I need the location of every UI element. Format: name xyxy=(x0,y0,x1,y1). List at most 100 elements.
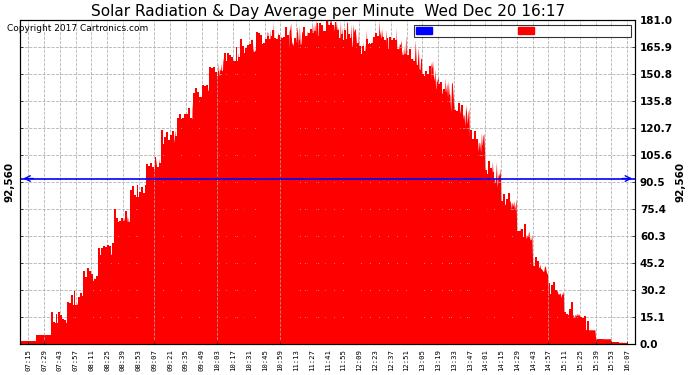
Bar xyxy=(159,163,161,344)
Bar xyxy=(83,282,99,344)
Bar xyxy=(337,30,339,344)
Bar xyxy=(197,92,199,344)
Bar xyxy=(288,49,304,344)
Bar xyxy=(431,91,433,344)
Bar xyxy=(582,318,584,344)
Bar xyxy=(382,37,384,344)
Bar xyxy=(85,278,87,344)
Bar xyxy=(267,36,269,344)
Bar xyxy=(399,62,414,344)
Bar xyxy=(304,36,319,344)
Bar xyxy=(366,39,368,344)
Bar xyxy=(575,329,578,344)
Bar xyxy=(442,88,444,344)
Bar xyxy=(445,92,446,344)
Bar xyxy=(564,312,566,344)
Bar xyxy=(541,294,556,344)
Bar xyxy=(468,131,469,344)
Bar xyxy=(391,40,393,344)
Bar xyxy=(362,46,364,344)
Bar xyxy=(429,93,431,344)
Bar xyxy=(297,42,298,344)
Bar xyxy=(152,168,155,344)
Bar xyxy=(220,75,221,344)
Bar xyxy=(465,141,467,344)
Bar xyxy=(506,200,508,344)
Title: Solar Radiation & Day Average per Minute  Wed Dec 20 16:17: Solar Radiation & Day Average per Minute… xyxy=(90,4,565,19)
Bar xyxy=(115,222,130,344)
Bar xyxy=(177,135,179,344)
Bar xyxy=(493,193,494,344)
Bar xyxy=(418,69,420,344)
Bar xyxy=(92,274,93,344)
Bar xyxy=(206,85,208,344)
Bar xyxy=(105,248,107,344)
Bar xyxy=(89,271,91,344)
Bar xyxy=(492,172,494,344)
Bar xyxy=(83,271,85,344)
Bar xyxy=(179,114,181,344)
Bar xyxy=(315,31,316,344)
Bar xyxy=(413,61,415,344)
Bar xyxy=(306,36,308,344)
Bar xyxy=(366,48,368,344)
Bar xyxy=(420,70,422,344)
Bar xyxy=(384,40,386,344)
Bar xyxy=(37,335,52,344)
Bar xyxy=(406,54,408,344)
Bar xyxy=(535,257,537,344)
Bar xyxy=(58,312,59,344)
Bar xyxy=(584,316,586,344)
Bar xyxy=(238,57,239,344)
Bar xyxy=(146,185,147,344)
Bar xyxy=(483,173,485,344)
Bar xyxy=(566,314,569,344)
Bar xyxy=(310,28,312,344)
Bar xyxy=(132,186,134,344)
Bar xyxy=(348,34,350,344)
Bar xyxy=(319,23,321,344)
Bar xyxy=(175,136,177,344)
Bar xyxy=(544,285,546,344)
Bar xyxy=(301,47,303,344)
Bar xyxy=(99,248,100,344)
Bar xyxy=(233,60,235,344)
Bar xyxy=(398,51,400,344)
Bar xyxy=(146,164,148,344)
Bar xyxy=(164,137,166,344)
Bar xyxy=(402,55,404,344)
Bar xyxy=(76,305,78,344)
Bar xyxy=(328,25,330,344)
Bar xyxy=(562,305,564,344)
Bar xyxy=(312,33,314,344)
Bar xyxy=(55,314,57,344)
Bar xyxy=(436,90,438,344)
Bar xyxy=(353,43,355,344)
Bar xyxy=(94,279,96,344)
Bar xyxy=(215,72,217,344)
Bar xyxy=(519,231,521,344)
Bar xyxy=(335,32,337,344)
Bar xyxy=(181,118,184,344)
Bar xyxy=(397,49,400,344)
Bar xyxy=(161,130,164,344)
Bar xyxy=(474,131,476,344)
Bar xyxy=(375,33,377,344)
Bar xyxy=(344,30,346,344)
Bar xyxy=(148,166,150,344)
Bar xyxy=(479,174,481,344)
Bar xyxy=(393,38,395,344)
Bar xyxy=(472,139,474,344)
Bar xyxy=(604,342,619,344)
Bar xyxy=(271,36,273,344)
Bar xyxy=(447,104,449,344)
Bar xyxy=(283,38,285,344)
Bar xyxy=(422,74,424,344)
Bar xyxy=(288,46,290,344)
Bar xyxy=(211,68,213,344)
Bar xyxy=(290,38,292,344)
Bar xyxy=(209,67,210,344)
Bar xyxy=(551,285,553,344)
Bar xyxy=(64,320,66,344)
Bar xyxy=(139,192,141,344)
